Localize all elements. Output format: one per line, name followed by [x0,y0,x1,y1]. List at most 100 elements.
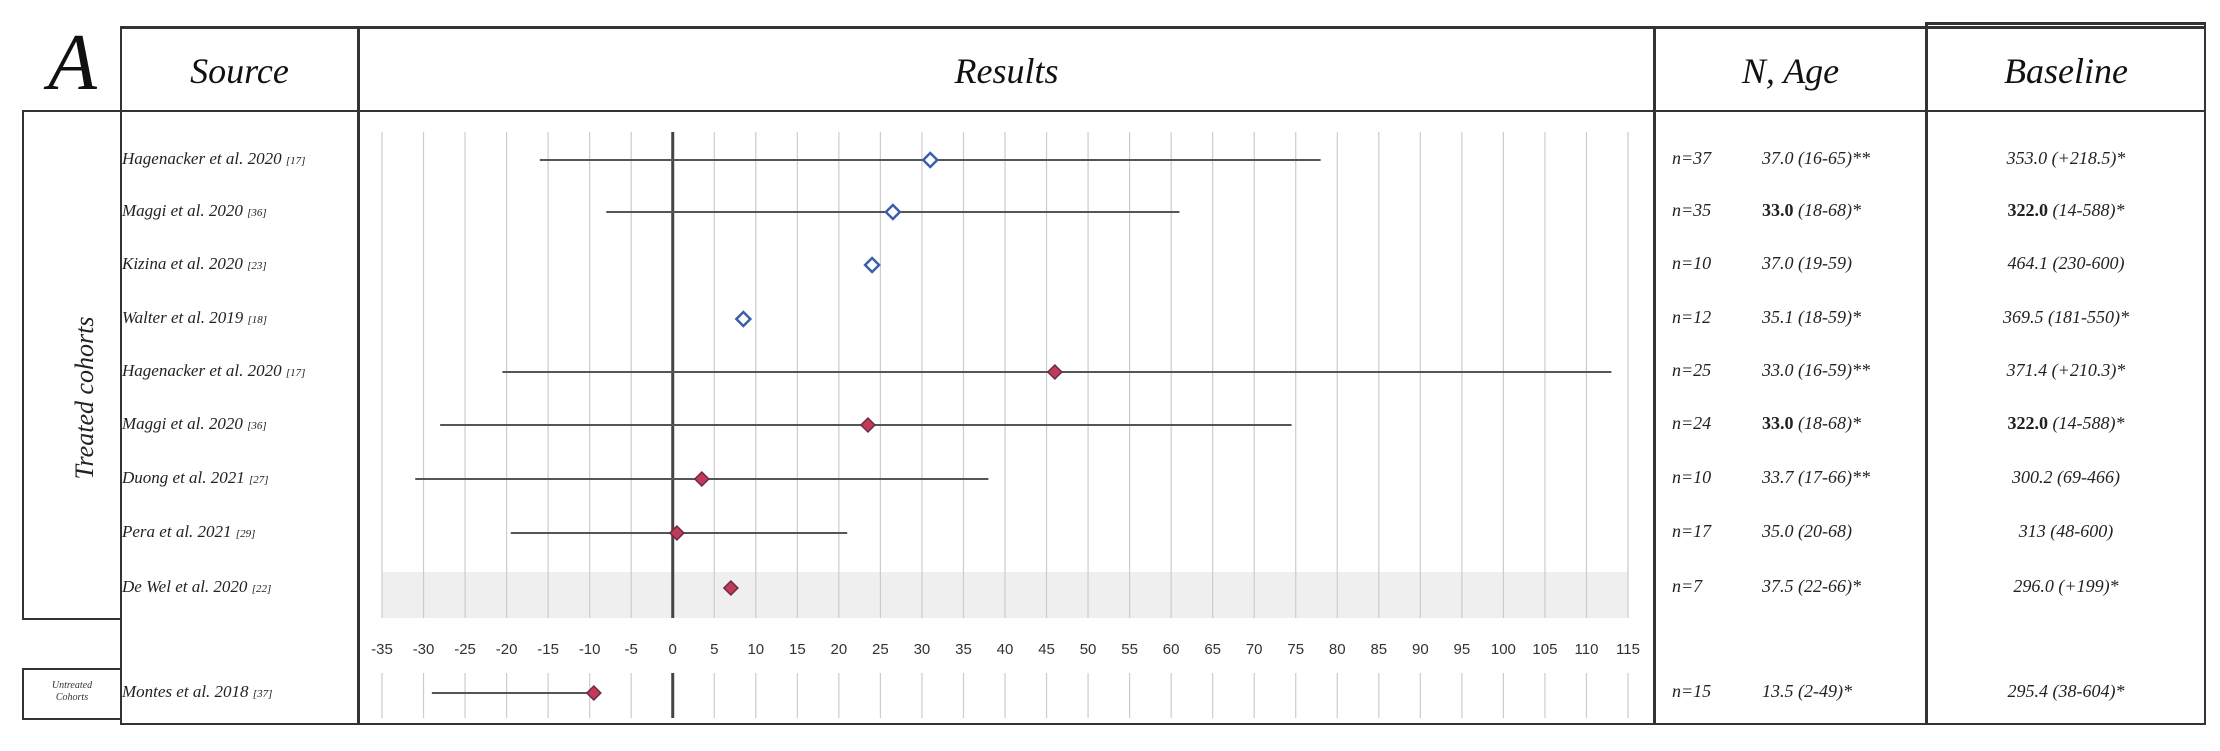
age-value: 33.0 (18-68)* [1762,413,1861,434]
baseline-bold: 322.0 [2007,413,2049,433]
panel-label: A [48,19,97,107]
x-tick-label: -30 [413,641,435,658]
untreated-label-line2: Cohorts [55,692,89,703]
untreated-box-bottom [22,718,122,720]
source-left-border [120,26,122,725]
x-tick-label: 85 [1370,641,1387,658]
estimate-marker [859,416,877,434]
age-value: 37.5 (22-66)* [1762,576,1861,597]
baseline-text: 371.4 (+210.3)* [2006,360,2126,380]
x-tick-label: 75 [1287,641,1304,658]
x-tick-label: -5 [625,641,638,658]
age-value: 13.5 (2-49)* [1762,681,1852,702]
baseline-text: 296.0 (+199)* [2013,576,2119,596]
x-tick-label: 115 [1616,641,1640,658]
source-name: Hagenacker et al. 2020 [122,149,286,168]
x-tick-label: 50 [1080,641,1097,658]
untreated-box-left [22,668,24,720]
estimate-marker [884,203,902,221]
source-ref: [22] [251,583,272,595]
source-name: Maggi et al. 2020 [122,201,248,220]
source-ref: [36] [247,420,267,432]
estimate-marker [863,256,881,274]
source-row: Kizina et al. 2020 [23] [122,254,357,274]
x-tick-label: 95 [1454,641,1471,658]
age-value: 33.7 (17-66)** [1762,467,1870,488]
baseline-value: 300.2 (69-466) [1928,467,2204,488]
age-text: 37.5 (22-66)* [1762,576,1861,596]
baseline-text: 295.4 (38-604)* [2007,681,2125,701]
source-ref: [23] [247,260,267,272]
n-value: n=17 [1672,521,1712,541]
source-ref: [17] [285,155,306,167]
untreated-label-line1: Untreated [51,680,93,691]
age-text: 35.0 (20-68) [1762,521,1852,541]
estimate-marker [722,579,739,597]
n-value: n=10 [1672,467,1712,487]
age-value: 33.0 (16-59)** [1762,360,1870,381]
baseline-value: 322.0 (14-588)* [1928,200,2204,221]
x-tick-label: 80 [1329,641,1346,658]
n-value: n=15 [1672,681,1712,701]
baseline-text: (14-588)* [2048,413,2125,433]
n-value: n=24 [1672,413,1712,433]
x-tick-label: 15 [789,641,806,658]
x-tick-label: -15 [537,641,559,658]
x-tick-label: 110 [1575,641,1599,658]
x-tick-label: 70 [1246,641,1263,658]
source-row: De Wel et al. 2020 [22] [122,577,357,597]
x-tick-label: 5 [710,641,718,658]
x-tick-label: 25 [872,641,889,658]
header-source: Source [190,51,289,91]
baseline-value: 353.0 (+218.5)* [1928,148,2204,169]
age-text: 35.1 (18-59)* [1762,307,1861,327]
age-text: 33.0 (16-59)** [1762,360,1870,380]
x-tick-label: 65 [1204,641,1221,658]
source-row: Duong et al. 2021 [27] [122,468,357,488]
baseline-value: 296.0 (+199)* [1928,576,2204,597]
baseline-value: 464.1 (230-600) [1928,253,2204,274]
baseline-value: 322.0 (14-588)* [1928,413,2204,434]
source-name: Pera et al. 2021 [122,522,236,541]
n-value: n=10 [1672,253,1712,273]
estimate-marker [1046,363,1063,381]
treated-box-bottom [22,618,122,620]
age-text: (18-68)* [1793,413,1861,433]
n-value: n=37 [1672,148,1712,168]
age-text: (18-68)* [1793,200,1861,220]
age-value: 35.0 (20-68) [1762,521,1852,542]
source-row: Maggi et al. 2020 [36] [122,201,357,221]
baseline-text: (14-588)* [2048,200,2125,220]
source-name: Maggi et al. 2020 [122,414,248,433]
age-text: 13.5 (2-49)* [1762,681,1852,701]
bottom-border [120,723,2206,725]
source-ref: [17] [285,367,306,379]
nage-baseline-divider [1925,22,1928,725]
source-name: Hagenacker et al. 2020 [122,361,286,380]
top-border [120,26,2206,29]
age-value: 37.0 (19-59) [1762,253,1852,274]
x-tick-label: 10 [747,641,764,658]
x-tick-label: -25 [454,641,476,658]
n-value: n=25 [1672,360,1712,380]
x-tick-label: 0 [669,641,677,658]
age-text: 37.0 (16-65)** [1762,148,1870,168]
x-tick-label: -20 [496,641,518,658]
untreated-cohorts-label: Untreated Cohorts [24,680,120,704]
source-row: Pera et al. 2021 [29] [122,522,357,542]
header-n-age: N, Age [1741,51,1840,91]
baseline-bold: 322.0 [2007,200,2049,220]
source-name: De Wel et al. 2020 [122,577,252,596]
x-tick-label: 45 [1038,641,1055,658]
age-bold: 33.0 [1762,200,1794,220]
x-tick-label: -10 [579,641,601,658]
x-tick-label: 105 [1532,641,1557,658]
x-tick-label: 40 [997,641,1014,658]
results-nage-divider [1653,26,1656,725]
baseline-text: 353.0 (+218.5)* [2006,148,2126,168]
source-row: Hagenacker et al. 2020 [17] [122,361,357,381]
source-ref: [18] [247,314,268,326]
header-baseline: Baseline [2004,51,2128,91]
estimate-marker [693,470,710,488]
baseline-value: 295.4 (38-604)* [1928,681,2204,702]
